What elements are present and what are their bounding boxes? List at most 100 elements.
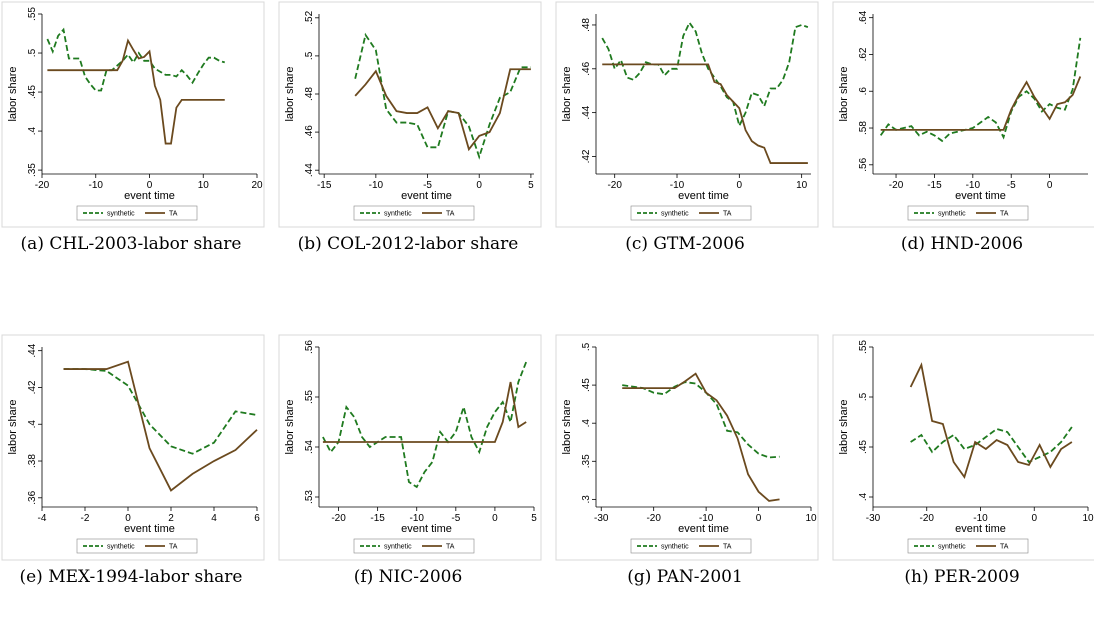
caption: (g) PAN-2001 [627, 567, 743, 587]
y-axis-title: labor share [838, 399, 850, 454]
x-axis-title: event time [955, 190, 1006, 202]
legend-box [907, 538, 1029, 554]
legend-box [630, 538, 752, 554]
legend-label: synthetic [384, 544, 412, 551]
y-tick-label: .42 [27, 380, 38, 394]
legend-box [353, 205, 475, 221]
x-tick-label: 10 [198, 180, 210, 191]
y-tick-label: .62 [858, 47, 869, 61]
y-tick-label: .52 [304, 10, 315, 24]
x-tick-label: 20 [251, 180, 263, 191]
caption: (f) NIC-2006 [353, 567, 463, 587]
y-tick-label: .44 [581, 105, 592, 119]
y-tick-label: .38 [27, 454, 38, 468]
y-tick-label: .53 [304, 490, 315, 504]
x-tick-label: -10 [973, 513, 988, 524]
x-tick-label: -10 [966, 180, 981, 191]
x-tick-label: 10 [796, 180, 808, 191]
panel [1, 1, 265, 228]
x-tick-label: -4 [38, 513, 47, 524]
y-axis-title: labor share [838, 66, 850, 121]
y-axis-title: labor share [7, 66, 19, 121]
y-tick-label: .44 [27, 343, 38, 357]
x-axis-title: event time [401, 523, 452, 535]
y-tick-label: .48 [581, 18, 592, 32]
y-tick-label: .4 [27, 126, 38, 135]
x-tick-label: -20 [646, 513, 661, 524]
x-tick-label: 0 [147, 180, 153, 191]
x-tick-label: -10 [699, 513, 714, 524]
y-tick-label: .5 [304, 51, 315, 60]
x-tick-label: -20 [35, 180, 50, 191]
series-line [354, 68, 531, 152]
y-tick-label: .5 [858, 392, 869, 401]
legend-label: synthetic [384, 211, 412, 218]
x-axis-title: event time [678, 190, 729, 202]
y-axis-title: labor share [284, 399, 296, 454]
y-tick-label: .45 [27, 85, 38, 99]
y-tick-label: .4 [27, 420, 38, 429]
y-tick-label: .6 [858, 87, 869, 96]
x-axis-title: event time [124, 523, 175, 535]
x-tick-label: -20 [920, 513, 935, 524]
y-tick-label: .5 [581, 342, 592, 351]
x-tick-label: 0 [476, 180, 482, 191]
x-tick-label: 10 [805, 513, 817, 524]
legend-label: TA [169, 211, 178, 218]
series-line [880, 76, 1082, 131]
legend-label: TA [723, 211, 732, 218]
legend-label: synthetic [107, 544, 135, 551]
x-tick-label: -10 [410, 513, 425, 524]
y-tick-label: .36 [27, 490, 38, 504]
x-tick-label: -15 [317, 180, 332, 191]
x-tick-label: 2 [168, 513, 174, 524]
y-tick-label: .48 [304, 87, 315, 101]
legend-box [630, 205, 752, 221]
legend-label: TA [169, 544, 178, 551]
series-line [46, 27, 226, 92]
y-tick-label: .3 [581, 495, 592, 504]
y-tick-label: .58 [858, 121, 869, 135]
y-tick-label: .4 [858, 492, 869, 501]
x-tick-label: -2 [81, 513, 90, 524]
x-tick-label: 4 [211, 513, 217, 524]
legend-box [76, 205, 198, 221]
x-tick-label: 5 [531, 513, 537, 524]
x-tick-label: -5 [423, 180, 432, 191]
x-axis-title: event time [955, 523, 1006, 535]
caption: (h) PER-2009 [904, 567, 1020, 587]
y-axis-title: labor share [284, 66, 296, 121]
legend-label: synthetic [938, 211, 966, 218]
x-tick-label: -20 [331, 513, 346, 524]
x-tick-label: 0 [756, 513, 762, 524]
y-tick-label: .42 [581, 149, 592, 163]
series-line [622, 372, 780, 502]
panel [1, 334, 265, 561]
series-line [879, 37, 1082, 143]
legend-label: TA [1000, 544, 1009, 551]
x-tick-label: 0 [737, 180, 743, 191]
y-tick-label: .55 [858, 340, 869, 354]
series-line [47, 38, 225, 145]
caption: (e) MEX-1994-labor share [19, 567, 243, 587]
legend-label: synthetic [107, 211, 135, 218]
x-tick-label: -5 [1007, 180, 1016, 191]
series-line [622, 381, 780, 459]
y-tick-label: .5 [27, 48, 38, 57]
y-tick-label: .54 [304, 440, 315, 454]
panel [555, 1, 819, 228]
series-line [354, 32, 531, 160]
x-axis-title: event time [401, 190, 452, 202]
x-tick-label: -15 [927, 180, 942, 191]
y-tick-label: .56 [858, 157, 869, 171]
legend-label: synthetic [661, 211, 689, 218]
y-tick-label: .55 [27, 7, 38, 21]
caption: (a) CHL-2003-labor share [20, 234, 242, 254]
series-line [601, 20, 809, 129]
x-axis-title: event time [124, 190, 175, 202]
x-tick-label: -20 [607, 180, 622, 191]
legend-box [76, 538, 198, 554]
x-tick-label: 6 [254, 513, 260, 524]
